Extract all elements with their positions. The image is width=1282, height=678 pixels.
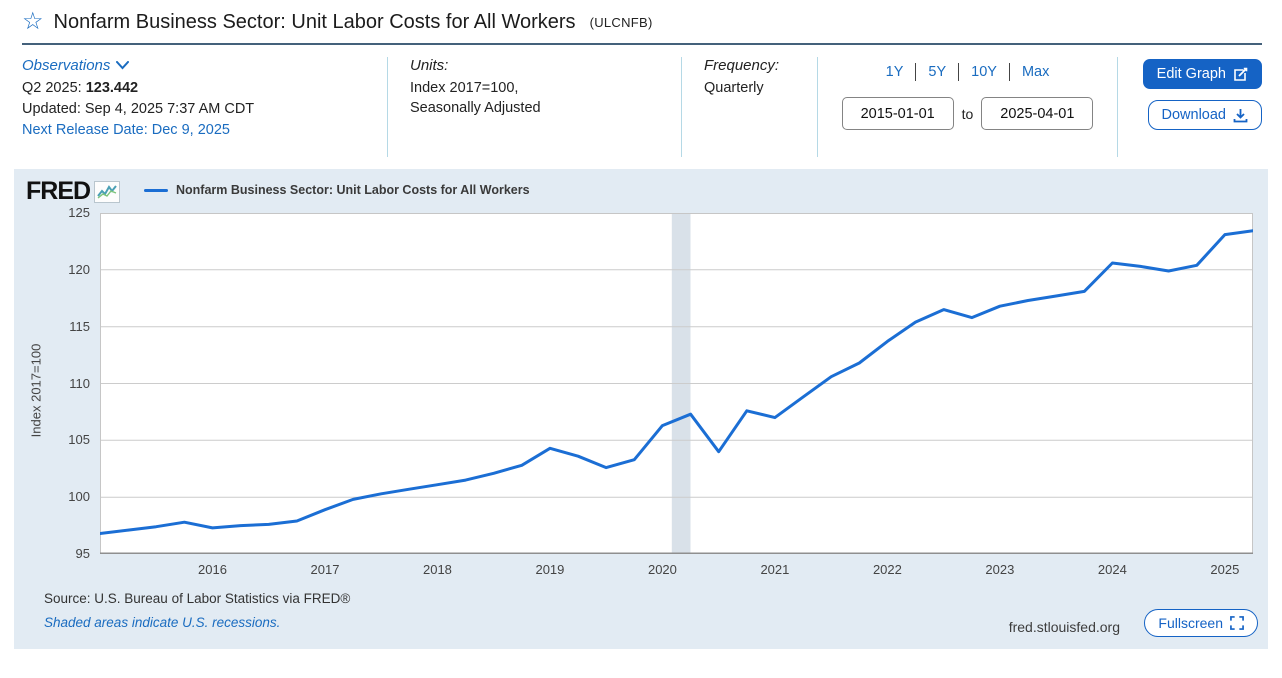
fred-logo[interactable]: FRED bbox=[26, 177, 91, 205]
download-label: Download bbox=[1161, 107, 1227, 123]
x-tick-label: 2017 bbox=[310, 562, 340, 577]
frequency-column: Frequency: Quarterly bbox=[682, 57, 818, 157]
range-column: 1Y 5Y 10Y Max to bbox=[818, 57, 1118, 157]
info-header: Observations Q2 2025: 123.442 Updated: S… bbox=[22, 57, 1262, 157]
date-to-label: to bbox=[961, 105, 974, 122]
fullscreen-icon bbox=[1230, 616, 1244, 630]
x-tick-label: 2023 bbox=[985, 562, 1015, 577]
y-tick-label: 120 bbox=[68, 261, 90, 277]
edit-graph-button[interactable]: Edit Graph bbox=[1142, 59, 1262, 89]
graph-container: FRED Nonfarm Business Sector: Unit Labor… bbox=[14, 169, 1268, 649]
range-separator bbox=[1008, 63, 1010, 81]
download-icon bbox=[1233, 108, 1248, 122]
range-1y[interactable]: 1Y bbox=[885, 64, 904, 80]
observations-dropdown[interactable]: Observations bbox=[22, 57, 130, 74]
latest-value: 123.442 bbox=[85, 80, 139, 96]
units-label: Units: bbox=[410, 57, 449, 74]
units-value-1: Index 2017=100, bbox=[410, 80, 519, 96]
chart-legend: Nonfarm Business Sector: Unit Labor Cost… bbox=[144, 183, 530, 197]
chart-plot-area[interactable] bbox=[100, 213, 1253, 554]
x-tick-label: 2019 bbox=[535, 562, 565, 577]
units-value-2: Seasonally Adjusted bbox=[410, 100, 541, 116]
series-id: (ULCNFB) bbox=[589, 14, 653, 30]
y-tick-label: 100 bbox=[68, 489, 90, 505]
x-tick-label: 2024 bbox=[1097, 562, 1127, 577]
units-column: Units: Index 2017=100, Seasonally Adjust… bbox=[388, 57, 682, 157]
observations-label: Observations bbox=[22, 57, 111, 74]
download-button[interactable]: Download bbox=[1147, 100, 1262, 130]
latest-observation: Q2 2025: 123.442 bbox=[22, 80, 387, 96]
legend-series-label[interactable]: Nonfarm Business Sector: Unit Labor Cost… bbox=[176, 183, 530, 197]
range-10y[interactable]: 10Y bbox=[971, 64, 997, 80]
range-links: 1Y 5Y 10Y Max bbox=[818, 63, 1117, 81]
brand-row: FRED bbox=[26, 177, 121, 206]
date-from-input[interactable] bbox=[841, 97, 954, 130]
legend-line-swatch bbox=[144, 188, 168, 192]
fullscreen-button[interactable]: Fullscreen bbox=[1144, 609, 1258, 637]
y-tick-label: 95 bbox=[75, 546, 90, 561]
observations-column: Observations Q2 2025: 123.442 Updated: S… bbox=[22, 57, 388, 157]
updated-line: Updated: Sep 4, 2025 7:37 AM CDT bbox=[22, 101, 255, 117]
y-tick-label: 110 bbox=[69, 375, 90, 391]
range-max[interactable]: Max bbox=[1021, 64, 1050, 80]
latest-period: Q2 2025: bbox=[22, 80, 82, 96]
favorite-star-icon[interactable]: ☆ bbox=[22, 8, 44, 35]
edit-icon bbox=[1234, 67, 1248, 81]
frequency-value: Quarterly bbox=[704, 80, 764, 96]
edit-graph-label: Edit Graph bbox=[1156, 66, 1226, 82]
title-row: ☆ Nonfarm Business Sector: Unit Labor Co… bbox=[22, 10, 1262, 34]
y-tick-label: 115 bbox=[69, 318, 90, 334]
fullscreen-label: Fullscreen bbox=[1158, 615, 1223, 631]
date-to-input[interactable] bbox=[981, 97, 1094, 130]
next-release-link[interactable]: Next Release Date: Dec 9, 2025 bbox=[22, 122, 230, 138]
x-tick-label: 2022 bbox=[872, 562, 902, 577]
recession-note-link[interactable]: Shaded areas indicate U.S. recessions. bbox=[44, 615, 281, 630]
source-attribution: Source: U.S. Bureau of Labor Statistics … bbox=[44, 591, 351, 606]
fred-sparkline-icon bbox=[94, 180, 121, 203]
range-5y[interactable]: 5Y bbox=[928, 64, 947, 80]
range-separator bbox=[958, 63, 960, 81]
x-tick-label: 2021 bbox=[760, 562, 790, 577]
frequency-label: Frequency: bbox=[704, 57, 780, 74]
watermark-url: fred.stlouisfed.org bbox=[1008, 619, 1120, 635]
x-tick-label: 2020 bbox=[647, 562, 677, 577]
range-separator bbox=[915, 63, 917, 81]
page-title: Nonfarm Business Sector: Unit Labor Cost… bbox=[53, 10, 576, 33]
chevron-down-icon bbox=[116, 61, 130, 70]
x-tick-label: 2016 bbox=[198, 562, 227, 577]
title-divider bbox=[22, 43, 1262, 45]
x-tick-label: 2018 bbox=[422, 562, 452, 577]
actions-column: Edit Graph Download bbox=[1118, 57, 1262, 157]
x-tick-label: 2025 bbox=[1210, 562, 1240, 577]
date-range-row: to bbox=[818, 97, 1117, 130]
y-tick-label: 105 bbox=[68, 432, 90, 448]
y-tick-label: 125 bbox=[68, 205, 90, 220]
